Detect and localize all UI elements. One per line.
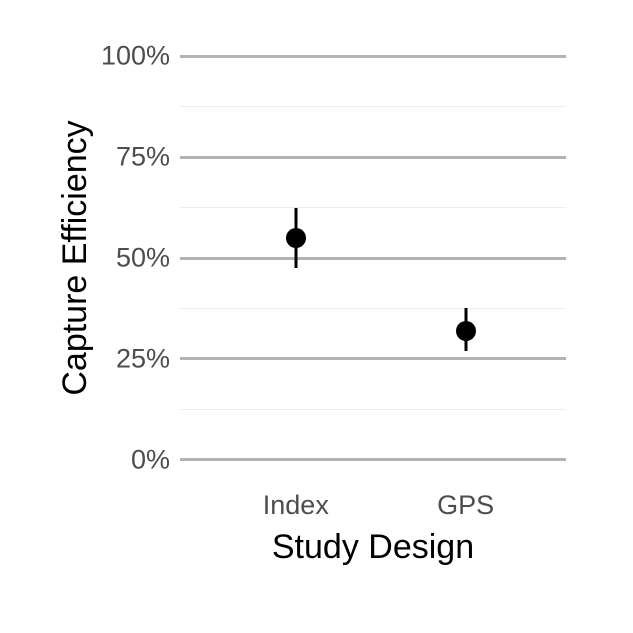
y-tick-label: 0% (131, 444, 180, 475)
chart-container: 0% 25% 50% 75% 100% Index GPS Study Design Captu… (0, 0, 633, 633)
point-marker (456, 321, 476, 341)
point-marker (286, 228, 306, 248)
gridline-major (180, 257, 566, 260)
y-tick-label: 75% (116, 142, 180, 173)
x-tick-label: GPS (437, 480, 494, 521)
y-tick-label: 100% (101, 41, 180, 72)
gridline-major (180, 55, 566, 58)
gridline-minor (180, 207, 566, 208)
x-axis-title: Study Design (272, 528, 474, 567)
gridline-major (180, 458, 566, 461)
x-tick-label: Index (263, 480, 329, 521)
gridline-major (180, 357, 566, 360)
y-axis-title: Capture Efficiency (56, 120, 95, 395)
y-tick-label: 25% (116, 343, 180, 374)
gridline-minor (180, 409, 566, 410)
gridline-minor (180, 308, 566, 309)
gridline-minor (180, 106, 566, 107)
gridline-major (180, 156, 566, 159)
y-tick-label: 50% (116, 243, 180, 274)
plot-area: 0%25%50%75%100%IndexGPSStudy DesignCaptu… (180, 36, 566, 480)
